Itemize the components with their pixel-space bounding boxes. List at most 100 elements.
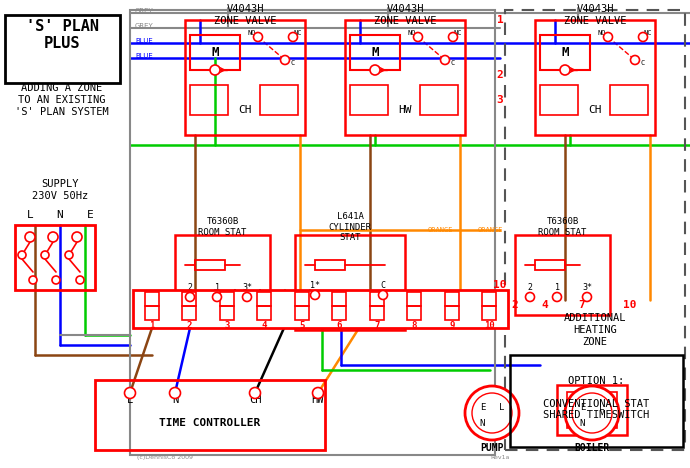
Text: CH: CH: [238, 105, 252, 115]
Text: ORANGE: ORANGE: [427, 227, 453, 233]
Text: 2: 2: [188, 284, 193, 292]
Text: 2: 2: [511, 300, 518, 310]
Text: C: C: [291, 60, 295, 66]
Text: L: L: [499, 403, 504, 412]
Text: 1: 1: [149, 322, 155, 330]
Text: 1: 1: [215, 284, 219, 292]
Text: N: N: [580, 418, 585, 427]
Text: 10: 10: [484, 322, 495, 330]
Circle shape: [76, 276, 84, 284]
Bar: [407, 292, 422, 306]
Text: (c)DennisCo 2009: (c)DennisCo 2009: [137, 455, 193, 460]
Text: 5: 5: [299, 322, 304, 330]
Circle shape: [472, 393, 512, 433]
Text: C: C: [641, 60, 645, 66]
Circle shape: [124, 388, 135, 398]
Circle shape: [52, 276, 60, 284]
Text: 7: 7: [374, 322, 380, 330]
Circle shape: [41, 251, 49, 259]
Text: BLUE: BLUE: [135, 53, 152, 59]
Text: ADDITIONAL
HEATING
ZONE: ADDITIONAL HEATING ZONE: [564, 314, 627, 347]
Bar: [295, 306, 308, 320]
Text: T6360B
ROOM STAT: T6360B ROOM STAT: [198, 217, 247, 237]
Text: 2: 2: [527, 284, 533, 292]
Bar: [370, 306, 384, 320]
Circle shape: [313, 388, 324, 398]
Text: 1*: 1*: [310, 281, 320, 291]
Text: 1: 1: [555, 284, 560, 292]
Text: NC: NC: [644, 30, 652, 36]
Text: OPTION 1:

CONVENTIONAL STAT
SHARED TIMESWITCH: OPTION 1: CONVENTIONAL STAT SHARED TIMES…: [543, 376, 649, 420]
Bar: [557, 385, 627, 435]
Text: NC: NC: [294, 30, 302, 36]
Text: ORANGE: ORANGE: [477, 227, 503, 233]
Bar: [295, 235, 405, 330]
Text: E: E: [87, 210, 93, 220]
Text: E: E: [580, 403, 585, 412]
Bar: [257, 292, 271, 306]
Bar: [407, 306, 422, 320]
Text: BOILER: BOILER: [574, 443, 610, 453]
Circle shape: [65, 251, 73, 259]
Text: 7: 7: [579, 300, 585, 310]
Text: 3: 3: [497, 95, 504, 105]
Circle shape: [631, 56, 640, 65]
Bar: [5, 15, 120, 83]
Text: 3*: 3*: [242, 284, 252, 292]
Circle shape: [288, 32, 297, 42]
Circle shape: [526, 292, 535, 301]
Circle shape: [310, 291, 319, 300]
Bar: [295, 292, 308, 306]
Circle shape: [29, 276, 37, 284]
Text: M: M: [211, 46, 219, 59]
Text: T6360B
ROOM STAT: T6360B ROOM STAT: [538, 217, 586, 237]
Text: 2: 2: [186, 322, 192, 330]
Circle shape: [250, 388, 261, 398]
Text: 4: 4: [542, 300, 549, 310]
Text: HW: HW: [312, 395, 324, 405]
Bar: [219, 292, 234, 306]
Text: Rev1a: Rev1a: [490, 455, 509, 460]
Bar: [145, 306, 159, 320]
Bar: [567, 392, 617, 428]
Circle shape: [18, 251, 26, 259]
Text: 3: 3: [224, 322, 230, 330]
Bar: [350, 35, 400, 70]
Bar: [182, 306, 196, 320]
Text: 6: 6: [337, 322, 342, 330]
Circle shape: [413, 32, 422, 42]
Circle shape: [553, 292, 562, 301]
Bar: [145, 292, 159, 306]
Circle shape: [210, 65, 220, 75]
Text: M: M: [371, 46, 379, 59]
Bar: [190, 85, 228, 115]
Circle shape: [638, 32, 647, 42]
Text: * CONTACT CLOSED
WHEN CALLING
FOR HEAT: * CONTACT CLOSED WHEN CALLING FOR HEAT: [320, 305, 380, 322]
Bar: [540, 85, 578, 115]
Text: CH: CH: [249, 395, 262, 405]
Bar: [190, 35, 240, 70]
Text: C: C: [380, 281, 386, 291]
Bar: [345, 20, 465, 135]
Bar: [540, 35, 590, 70]
Circle shape: [253, 32, 262, 42]
Text: HW: HW: [398, 105, 412, 115]
Bar: [482, 292, 496, 306]
Text: 10: 10: [493, 280, 506, 290]
Text: 1: 1: [497, 15, 504, 25]
Text: N: N: [57, 210, 63, 220]
Text: BLUE: BLUE: [135, 38, 152, 44]
Bar: [15, 225, 95, 290]
Circle shape: [465, 386, 519, 440]
Bar: [510, 355, 683, 447]
Bar: [370, 292, 384, 306]
Circle shape: [242, 292, 251, 301]
Circle shape: [572, 393, 612, 433]
Bar: [185, 20, 305, 135]
Text: V4043H
ZONE VALVE: V4043H ZONE VALVE: [214, 4, 276, 26]
Circle shape: [213, 292, 221, 301]
Circle shape: [560, 65, 570, 75]
Bar: [219, 306, 234, 320]
Text: M: M: [561, 46, 569, 59]
Text: L: L: [27, 210, 33, 220]
